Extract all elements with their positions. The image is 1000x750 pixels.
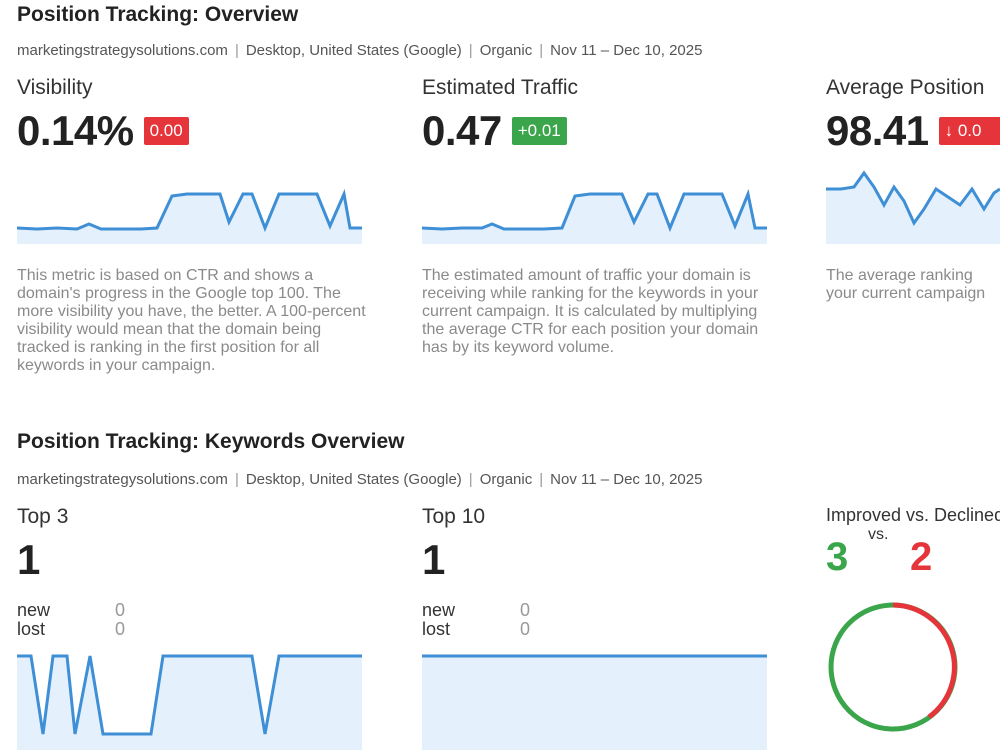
overview-meta: marketingstrategysolutions.com | Desktop, … — [17, 42, 702, 59]
top10-sparkline[interactable] — [422, 648, 767, 750]
meta-separator: | — [234, 42, 239, 59]
traffic-value: 0.47 — [422, 107, 502, 154]
visibility-description: This metric is based on CTR and shows a … — [17, 267, 366, 374]
traffic-delta-badge: +0.01 — [511, 117, 567, 145]
visibility-sparkline[interactable] — [17, 180, 362, 246]
meta-date-range[interactable]: Nov 11 – Dec 10, 2025 — [550, 471, 703, 488]
top10-lost-value: 0 — [520, 619, 531, 639]
traffic-area — [422, 194, 767, 244]
avg-position-sparkline[interactable] — [826, 165, 1000, 246]
avg-position-card: Average Position 98.41 ↓ 0.0 — [826, 76, 1000, 156]
avg-position-line — [826, 170, 1000, 226]
avg-position-area — [826, 173, 1000, 244]
top10-label[interactable]: Top 10 — [422, 505, 486, 528]
top10-new-label: new — [422, 600, 456, 620]
keywords-overview-title: Position Tracking: Keywords Overview — [17, 430, 405, 453]
top3-card: Top 3 1 — [17, 505, 377, 585]
visibility-label[interactable]: Visibility — [17, 76, 93, 99]
avg-position-label[interactable]: Average Position — [826, 76, 985, 99]
meta-type[interactable]: Organic — [479, 42, 533, 59]
avg-position-value: 98.41 — [826, 107, 929, 154]
top3-new-lost: new 0 lost 0 — [17, 601, 125, 639]
visibility-delta-badge: 0.00 — [143, 117, 189, 145]
top3-sparkline[interactable] — [17, 648, 362, 750]
top3-new-value: 0 — [115, 600, 126, 620]
overview-title: Position Tracking: Overview — [17, 3, 299, 26]
meta-device[interactable]: Desktop, United States (Google) — [245, 471, 462, 488]
meta-separator: | — [539, 42, 544, 59]
meta-date-range[interactable]: Nov 11 – Dec 10, 2025 — [550, 42, 703, 59]
declined-arc — [892, 602, 957, 720]
traffic-description: The estimated amount of traffic your dom… — [422, 267, 759, 356]
avg-position-description: The average ranking your current campaig… — [826, 267, 986, 302]
meta-type[interactable]: Organic — [479, 471, 533, 488]
top3-lost-label: lost — [17, 619, 46, 639]
meta-separator: | — [234, 471, 239, 488]
meta-separator: | — [468, 471, 473, 488]
meta-domain[interactable]: marketingstrategysolutions.com — [17, 471, 228, 488]
meta-domain[interactable]: marketingstrategysolutions.com — [17, 42, 228, 59]
top3-new-label: new — [17, 600, 51, 620]
meta-separator: | — [539, 471, 544, 488]
meta-device[interactable]: Desktop, United States (Google) — [245, 42, 462, 59]
traffic-card: Estimated Traffic 0.47 +0.01 — [422, 76, 782, 156]
traffic-sparkline[interactable] — [422, 180, 767, 246]
top10-card: Top 10 1 — [422, 505, 782, 585]
top3-value: 1 — [17, 536, 40, 583]
declined-count[interactable]: 2 — [910, 535, 933, 579]
traffic-line — [422, 188, 767, 233]
visibility-card: Visibility 0.14% 0.00 — [17, 76, 377, 156]
visibility-line — [17, 188, 362, 233]
top3-line — [17, 654, 362, 736]
meta-separator: | — [468, 42, 473, 59]
top10-value: 1 — [422, 536, 445, 583]
keywords-meta: marketingstrategysolutions.com | Desktop, … — [17, 471, 702, 488]
improved-declined-label[interactable]: Improved vs. Declined — [826, 505, 1000, 525]
traffic-label[interactable]: Estimated Traffic — [422, 76, 579, 99]
top3-label[interactable]: Top 3 — [17, 505, 69, 528]
visibility-value: 0.14% — [17, 107, 134, 154]
avg-position-delta-badge: ↓ 0.0 — [938, 117, 1000, 145]
top10-lost-label: lost — [422, 619, 451, 639]
vs-label: vs. — [868, 526, 889, 543]
visibility-area — [17, 194, 362, 244]
top10-new-value: 0 — [520, 600, 531, 620]
improved-count[interactable]: 3 — [826, 535, 849, 579]
top10-new-lost: new 0 lost 0 — [422, 601, 530, 639]
improved-declined-donut[interactable] — [826, 600, 966, 740]
top10-area — [422, 656, 767, 750]
top3-lost-value: 0 — [115, 619, 126, 639]
